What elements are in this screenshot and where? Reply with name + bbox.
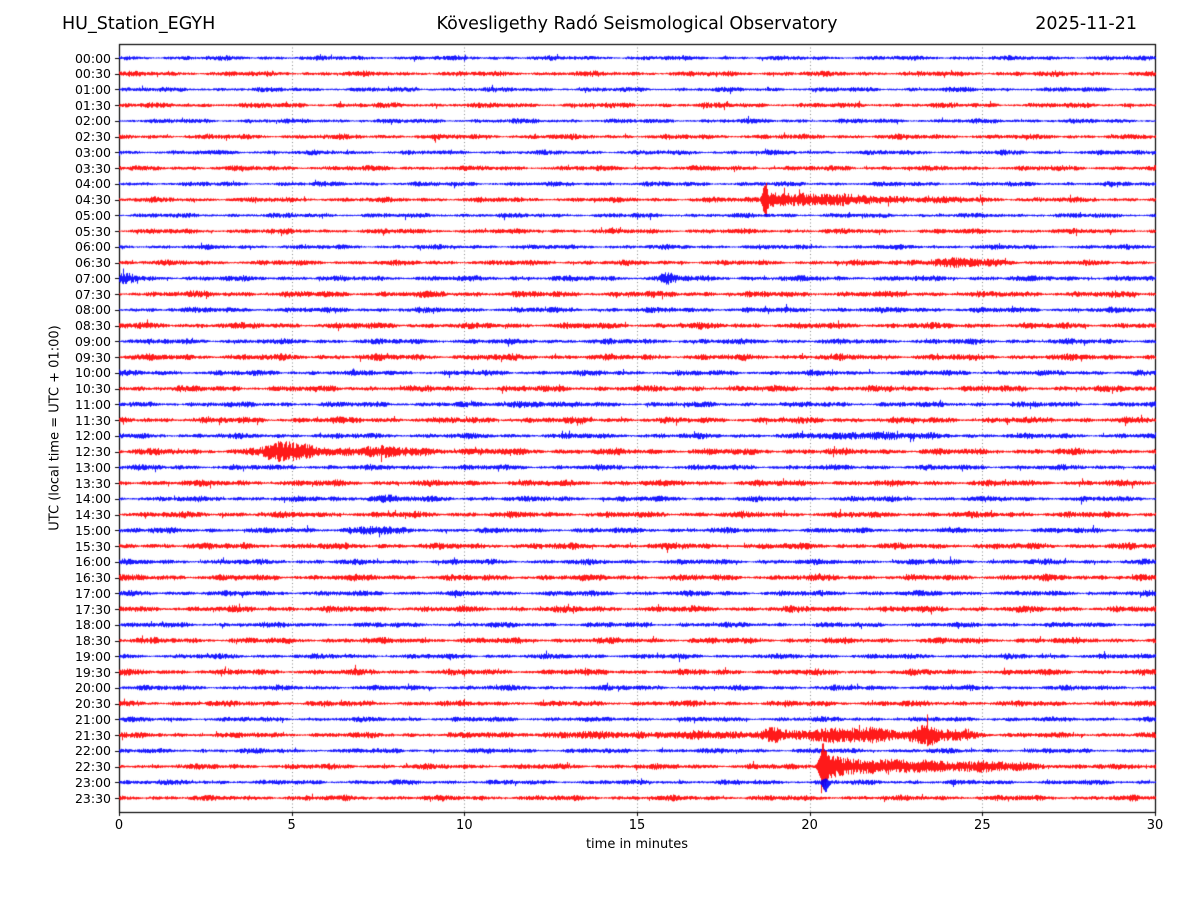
y-tick-label: 05:30 [74, 223, 111, 239]
date-label: 2025-11-21 [1035, 14, 1137, 34]
y-tick-label: 16:30 [74, 570, 111, 586]
y-tick-label: 11:30 [74, 412, 111, 428]
station-title: HU_Station_EGYH [62, 14, 216, 34]
y-tick-label: 13:00 [74, 459, 111, 475]
y-tick-label: 07:30 [74, 286, 111, 302]
y-tick-label: 19:30 [74, 664, 111, 680]
x-axis-label: time in minutes [585, 837, 689, 852]
y-tick-label: 03:30 [74, 160, 111, 176]
y-tick-label: 22:30 [74, 759, 111, 774]
y-tick-label: 16:00 [74, 554, 111, 570]
y-tick-label: 14:00 [74, 491, 111, 507]
y-tick-label: 05:00 [74, 207, 111, 223]
x-tick-label: 10 [456, 818, 473, 833]
y-tick-label: 17:00 [74, 585, 111, 601]
x-tick-label: 5 [287, 818, 296, 833]
x-tick-label: 15 [628, 818, 646, 833]
y-tick-label: 12:00 [74, 428, 111, 444]
y-tick-label: 19:00 [74, 648, 111, 664]
y-tick-label: 13:30 [74, 475, 111, 491]
y-tick-label: 02:30 [74, 129, 111, 145]
y-tick-label: 17:30 [74, 601, 111, 617]
y-tick-label: 08:00 [74, 302, 111, 318]
y-tick-label: 02:00 [74, 113, 111, 129]
y-tick-label: 20:30 [74, 696, 111, 712]
y-tick-label: 22:00 [74, 743, 111, 759]
y-tick-label: 21:30 [74, 727, 111, 743]
y-tick-label: 18:00 [74, 617, 111, 633]
y-tick-label: 06:00 [74, 239, 111, 255]
y-tick-label: 20:00 [74, 680, 111, 696]
y-tick-label: 04:30 [74, 192, 111, 208]
y-tick-label: 23:30 [74, 790, 111, 806]
y-tick-label: 14:30 [74, 507, 111, 523]
y-tick-label: 12:30 [74, 444, 111, 460]
y-tick-label: 15:30 [74, 538, 111, 554]
y-tick-label: 07:00 [74, 270, 111, 286]
y-tick-label: 08:30 [74, 318, 111, 334]
y-tick-label: 06:30 [74, 255, 111, 271]
y-tick-label: 00:30 [74, 66, 111, 82]
x-tick-label: 30 [1146, 818, 1164, 833]
y-tick-label: 00:00 [74, 50, 111, 66]
y-tick-label: 01:30 [74, 97, 111, 113]
y-tick-label: 10:30 [74, 381, 111, 397]
y-tick-label: 15:00 [74, 522, 111, 538]
y-tick-label: 04:00 [74, 176, 111, 192]
x-tick-label: 25 [974, 818, 991, 833]
y-tick-label: 21:00 [74, 711, 111, 727]
y-tick-label: 10:00 [74, 365, 111, 381]
y-tick-label: 03:00 [74, 144, 111, 160]
x-tick-label: 0 [114, 818, 124, 833]
y-tick-label: 09:00 [74, 333, 111, 349]
x-tick-label: 20 [801, 818, 818, 833]
y-tick-label: 23:00 [74, 774, 111, 790]
observatory-title: Kövesligethy Radó Seismological Observat… [436, 14, 838, 34]
y-tick-label: 11:00 [74, 396, 111, 412]
y-tick-label: 09:30 [74, 349, 111, 365]
y-tick-label: 01:00 [74, 81, 111, 97]
y-tick-label: 18:30 [74, 633, 111, 649]
